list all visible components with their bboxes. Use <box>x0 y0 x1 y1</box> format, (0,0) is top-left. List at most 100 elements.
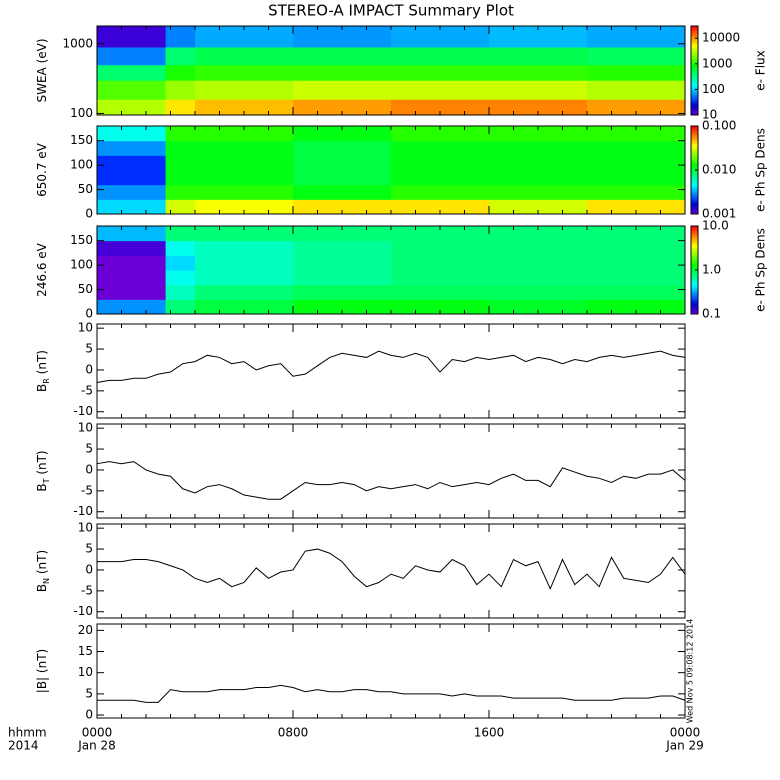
colorbar-swatch <box>691 270 698 272</box>
colorbar-swatch <box>691 208 698 210</box>
heatmap-cell <box>391 270 490 286</box>
colorbar-swatch <box>691 250 698 253</box>
y-tick-label: 20 <box>78 623 93 637</box>
y-axis-label: 650.7 eV <box>35 142 49 197</box>
heatmap-cell <box>165 99 196 116</box>
heatmap-cell <box>195 64 294 81</box>
colorbar-swatch <box>691 145 698 147</box>
colorbar-swatch <box>691 159 698 162</box>
y-tick-label: 0 <box>85 708 93 722</box>
y-tick-label: 50 <box>78 182 93 196</box>
colorbar-swatch <box>691 34 698 37</box>
y-tick-label: -5 <box>81 483 93 497</box>
colorbar-swatch <box>691 296 698 299</box>
colorbar-swatch <box>691 142 698 144</box>
y-axis-label: BN (nT) <box>35 550 51 592</box>
colorbar-tick-label: 100 <box>702 82 725 96</box>
colorbar-swatch <box>691 109 698 111</box>
colorbar-swatch <box>691 175 698 178</box>
colorbar-swatch <box>691 262 698 265</box>
colorbar-swatch <box>691 94 698 97</box>
heatmap-cell <box>165 299 196 315</box>
colorbar-swatch <box>691 178 698 181</box>
colorbar-swatch <box>691 190 698 193</box>
colorbar-swatch <box>691 64 698 67</box>
y-axis-label-part: (nT) <box>35 550 49 578</box>
colorbar-label: e- Ph Sp Dens <box>754 228 768 312</box>
heatmap-cell <box>165 255 196 271</box>
colorbar-swatch <box>691 161 698 164</box>
heatmap-cell <box>165 199 196 215</box>
colorbar-swatch <box>691 60 698 62</box>
colorbar-swatch <box>691 197 698 200</box>
colorbar-swatch <box>691 268 698 271</box>
heatmap-cell <box>587 240 686 256</box>
colorbar-swatch <box>691 281 698 284</box>
heatmap-cell <box>293 255 392 271</box>
colorbar-swatch <box>691 256 698 259</box>
colorbar-swatch <box>691 308 698 310</box>
colorbar-swatch <box>691 85 698 88</box>
colorbar-swatch <box>691 63 698 65</box>
colorbar-swatch <box>691 294 698 297</box>
heatmap-cell <box>391 240 490 256</box>
heatmap-cell <box>165 64 196 81</box>
colorbar-swatch <box>691 292 698 294</box>
colorbar-swatch <box>691 284 698 287</box>
colorbar-swatch <box>691 278 698 281</box>
colorbar-tick-label: 0.100 <box>702 119 736 133</box>
y-axis-label: |B| (nT) <box>35 649 49 693</box>
y-tick-label: 10 <box>78 665 93 679</box>
heatmap-cell <box>391 255 490 271</box>
y-tick-label: 10 <box>78 321 93 335</box>
colorbar-swatch <box>691 293 698 296</box>
heatmap-cell <box>165 140 196 156</box>
heatmap-cell <box>97 170 167 186</box>
heatmap-cell <box>391 64 490 81</box>
colorbar-swatch <box>691 186 698 188</box>
colorbar-swatch <box>691 261 698 264</box>
y-tick-label: 5 <box>85 542 93 556</box>
colorbar-swatch <box>691 69 698 71</box>
y-tick-label: 100 <box>70 258 93 272</box>
colorbar-swatch <box>691 74 698 77</box>
y-axis-label-part: B <box>35 384 49 392</box>
heatmap-cell <box>165 46 196 66</box>
colorbar-swatch <box>691 101 698 104</box>
colorbar-swatch <box>691 299 698 302</box>
heatmap-cell <box>587 270 686 286</box>
chart-title: STEREO-A IMPACT Summary Plot <box>268 2 514 20</box>
colorbar-swatch <box>691 226 698 228</box>
colorbar-swatch <box>691 203 698 206</box>
y-tick-label: 5 <box>85 442 93 456</box>
colorbar-swatch <box>691 76 698 79</box>
colorbar-swatch <box>691 98 698 101</box>
data-line <box>97 684 686 703</box>
heatmap-cell <box>293 46 392 66</box>
colorbar-swatch <box>691 243 698 246</box>
colorbar-swatch <box>691 70 698 73</box>
heatmap-cell <box>489 240 588 256</box>
colorbar-swatch <box>691 48 698 51</box>
heatmap-cell <box>195 284 294 300</box>
heatmap-cell <box>489 46 588 66</box>
heatmap-cell <box>489 255 588 271</box>
colorbar-swatch <box>691 252 698 255</box>
colorbar-swatch <box>691 193 698 196</box>
colorbar-swatch <box>691 227 698 230</box>
heatmap-cell <box>293 170 392 186</box>
y-axis-label-part: |B| (nT) <box>35 649 49 693</box>
colorbar-swatch <box>691 27 698 30</box>
colorbar-swatch <box>691 239 698 242</box>
y-tick-label: -10 <box>73 604 93 618</box>
heatmap-cell <box>97 80 167 100</box>
colorbar-swatch <box>691 246 698 249</box>
colorbar-swatch <box>691 192 698 194</box>
y-axis-label-part: T <box>42 478 51 484</box>
colorbar-swatch <box>691 183 698 186</box>
colorbar-swatch <box>691 95 698 98</box>
colorbar-tick-label: 10 <box>702 108 717 122</box>
heatmap-cell <box>391 155 490 171</box>
colorbar-swatch <box>691 149 698 152</box>
